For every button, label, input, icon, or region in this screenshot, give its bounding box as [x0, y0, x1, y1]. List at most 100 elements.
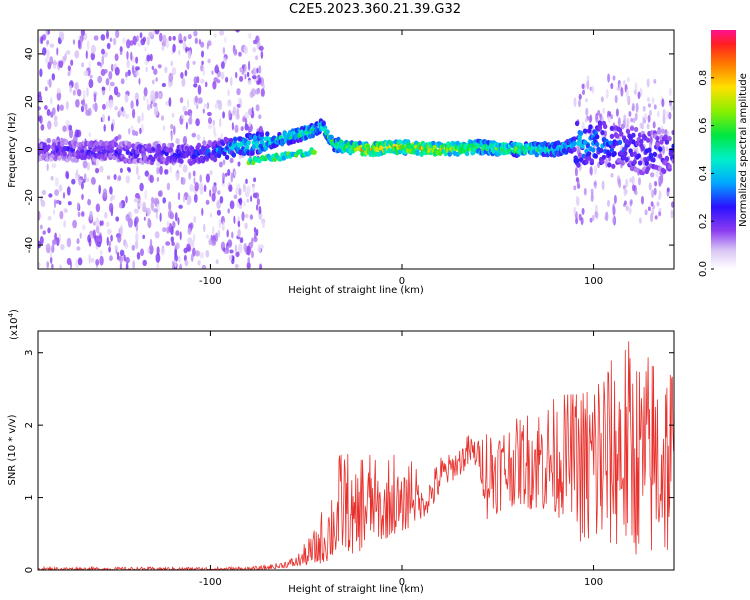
heatmap-cell	[235, 251, 240, 258]
heatmap-cell	[186, 243, 191, 252]
heatmap-cell	[244, 74, 247, 80]
heatmap-cell	[609, 147, 615, 153]
heatmap-cell	[227, 168, 231, 177]
heatmap-cell	[231, 152, 236, 158]
heatmap-cell	[629, 199, 633, 205]
heatmap-cell	[231, 231, 234, 239]
heatmap-cell	[101, 86, 106, 91]
y-tick-label: 0	[24, 146, 35, 152]
x-tick-label: 100	[584, 577, 603, 588]
heatmap-cell	[248, 32, 252, 39]
heatmap-cell	[150, 89, 155, 100]
heatmap-cell	[245, 144, 250, 151]
heatmap-cell	[603, 123, 608, 130]
heatmap-cell	[604, 130, 607, 137]
heatmap-cell	[179, 97, 184, 103]
heatmap-cell	[179, 158, 184, 164]
heatmap-cell	[155, 77, 158, 82]
heatmap-cell	[83, 70, 89, 77]
heatmap-cell	[66, 124, 69, 133]
heatmap-cell	[252, 185, 255, 193]
heatmap-cell	[593, 153, 598, 159]
heatmap-cell	[200, 41, 205, 48]
heatmap-cell	[246, 185, 251, 194]
heatmap-cell	[247, 79, 252, 85]
heatmap-cell	[95, 225, 100, 234]
heatmap-cell	[581, 207, 585, 215]
heatmap-cell	[256, 67, 259, 74]
heatmap-cell	[652, 151, 657, 157]
heatmap-cell	[139, 127, 142, 135]
heatmap-cell	[671, 129, 674, 136]
heatmap-cell	[230, 76, 233, 87]
heatmap-cell	[134, 216, 139, 224]
heatmap-cell	[202, 265, 205, 269]
heatmap-cell	[588, 115, 592, 124]
heatmap-cell	[128, 128, 131, 135]
heatmap-cell	[108, 202, 114, 213]
heatmap-cell	[144, 189, 148, 200]
heatmap-cell	[113, 86, 119, 96]
heatmap-cell	[665, 146, 669, 152]
heatmap-cell	[99, 250, 103, 256]
heatmap-cell	[649, 135, 653, 145]
heatmap-cell	[154, 30, 160, 35]
heatmap-cell	[187, 98, 190, 109]
snr-y-ticks: 0 1 2 3	[24, 350, 674, 573]
heatmap-cell	[82, 154, 88, 160]
heatmap-cell	[95, 217, 100, 227]
heatmap-cell	[135, 232, 139, 242]
heatmap-cell	[153, 102, 158, 108]
heatmap-cell	[117, 175, 122, 181]
heatmap-cell	[117, 148, 123, 154]
heatmap-cell	[208, 117, 212, 125]
heatmap-cell	[146, 104, 151, 111]
heatmap-cell	[82, 98, 86, 108]
heatmap-cell	[156, 261, 160, 269]
spectrogram-y-axis-label: Frequency (Hz)	[7, 112, 18, 188]
heatmap-cell	[196, 104, 199, 110]
heatmap-cell	[252, 67, 257, 76]
heatmap-cell	[72, 39, 76, 45]
heatmap-cell	[137, 175, 141, 180]
heatmap-cell	[85, 50, 88, 60]
heatmap-cell	[140, 248, 144, 257]
heatmap-cell	[193, 83, 198, 88]
heatmap-cell	[125, 262, 129, 269]
heatmap-cell	[234, 244, 238, 253]
heatmap-cell	[142, 36, 146, 43]
heatmap-cell	[258, 205, 262, 215]
heatmap-cell	[244, 213, 249, 219]
heatmap-cell	[654, 180, 658, 187]
heatmap-cell	[641, 195, 644, 205]
heatmap-cell	[647, 206, 651, 211]
heatmap-cell	[233, 170, 237, 177]
heatmap-cell	[234, 263, 239, 269]
heatmap-cell	[135, 66, 140, 71]
heatmap-cell	[67, 65, 71, 72]
heatmap-cell	[101, 55, 105, 66]
heatmap-cell	[145, 66, 148, 73]
heatmap-cell	[121, 106, 124, 112]
heatmap-cell	[617, 117, 621, 127]
heatmap-cell	[110, 196, 113, 202]
heatmap-cell	[616, 157, 621, 163]
heatmap-cell	[635, 102, 639, 113]
heatmap-cell	[168, 35, 172, 42]
heatmap-cell	[105, 101, 109, 109]
heatmap-cell	[90, 176, 96, 185]
heatmap-cell	[607, 115, 611, 124]
heatmap-cell	[139, 32, 143, 39]
svg-text:(x104): (x104)	[7, 309, 20, 340]
heatmap-cell	[205, 250, 210, 258]
heatmap-cell	[170, 60, 173, 67]
heatmap-cell	[658, 182, 662, 187]
heatmap-cell	[127, 69, 131, 77]
heatmap-cell	[671, 201, 674, 208]
heatmap-cell	[633, 89, 637, 95]
heatmap-cell	[181, 114, 184, 120]
spectrogram-x-ticks: -100 0 100	[199, 30, 603, 287]
heatmap-cell	[170, 123, 174, 130]
heatmap-cell	[178, 39, 184, 44]
